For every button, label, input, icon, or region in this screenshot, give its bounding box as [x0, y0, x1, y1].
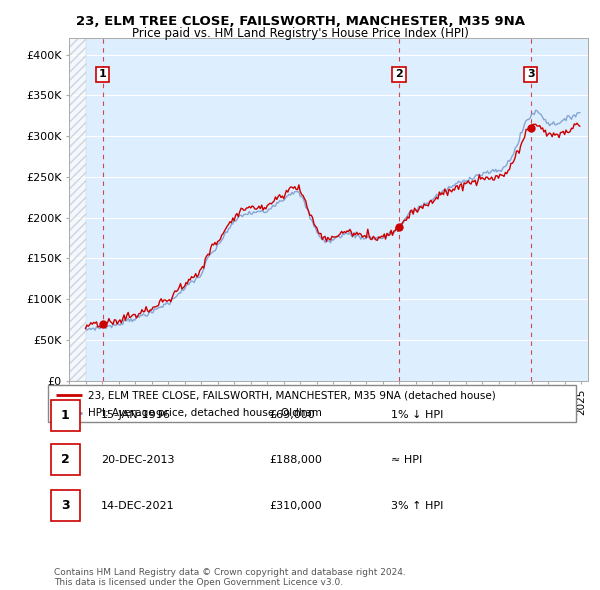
Text: 15-JAN-1996: 15-JAN-1996: [101, 411, 170, 420]
Text: 3% ↑ HPI: 3% ↑ HPI: [391, 501, 443, 510]
Text: 23, ELM TREE CLOSE, FAILSWORTH, MANCHESTER, M35 9NA (detached house): 23, ELM TREE CLOSE, FAILSWORTH, MANCHEST…: [88, 390, 496, 400]
Text: £310,000: £310,000: [270, 501, 322, 510]
Text: ≈ HPI: ≈ HPI: [391, 455, 422, 464]
Text: Contains HM Land Registry data © Crown copyright and database right 2024.
This d: Contains HM Land Registry data © Crown c…: [54, 568, 406, 587]
Text: 2: 2: [61, 453, 70, 466]
Bar: [69, 38, 86, 381]
Text: 2: 2: [395, 69, 403, 79]
Text: 3: 3: [527, 69, 535, 79]
Text: 1: 1: [61, 409, 70, 422]
Text: Price paid vs. HM Land Registry's House Price Index (HPI): Price paid vs. HM Land Registry's House …: [131, 27, 469, 40]
Text: 20-DEC-2013: 20-DEC-2013: [101, 455, 175, 464]
Bar: [50, 399, 80, 431]
Bar: [50, 444, 80, 475]
Text: HPI: Average price, detached house, Oldham: HPI: Average price, detached house, Oldh…: [88, 408, 322, 418]
Text: £69,000: £69,000: [270, 411, 316, 420]
Text: 3: 3: [61, 499, 70, 512]
Text: 1% ↓ HPI: 1% ↓ HPI: [391, 411, 443, 420]
Bar: [50, 490, 80, 521]
Text: £188,000: £188,000: [270, 455, 323, 464]
Text: 23, ELM TREE CLOSE, FAILSWORTH, MANCHESTER, M35 9NA: 23, ELM TREE CLOSE, FAILSWORTH, MANCHEST…: [76, 15, 524, 28]
Text: 1: 1: [99, 69, 107, 79]
Text: 14-DEC-2021: 14-DEC-2021: [101, 501, 175, 510]
